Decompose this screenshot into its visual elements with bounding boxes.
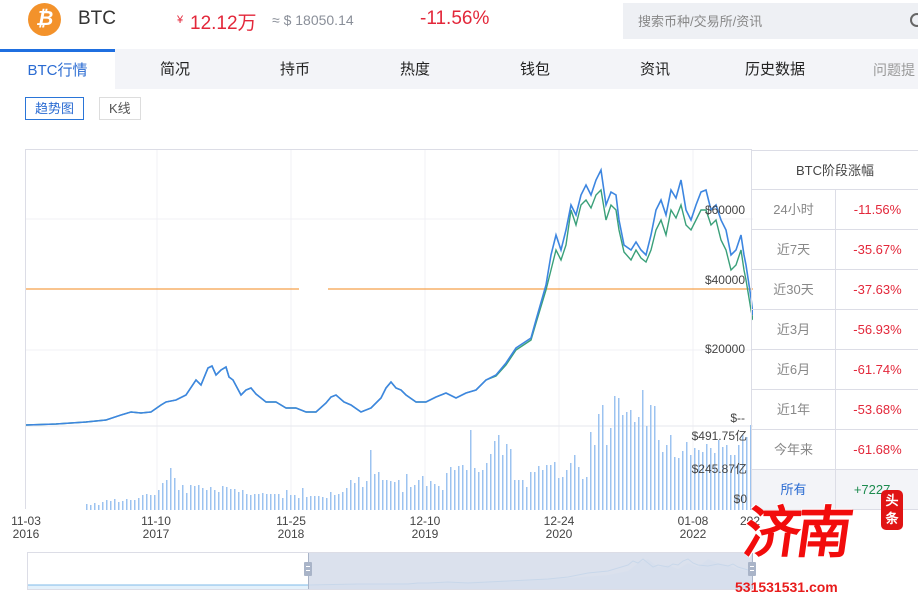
x-tick-2022: 01-08 2022	[677, 514, 709, 541]
subtab-trend[interactable]: 趋势图	[25, 97, 85, 120]
performance-row-30d: 近30天 -37.63%	[751, 270, 918, 310]
tab-wallet[interactable]: 钱包	[519, 61, 550, 78]
tab-news[interactable]: 资讯	[639, 61, 670, 78]
navigator-selected-range[interactable]	[308, 553, 753, 589]
y-tick-20000: $20000	[704, 342, 745, 356]
tab-popularity[interactable]: 热度	[399, 61, 430, 78]
performance-row-7d: 近7天 -35.67%	[751, 230, 918, 270]
search-box[interactable]	[623, 3, 918, 39]
coin-header: ₿ BTC ¥ 12.12万 ≈ $ 18050.14 -11.56%	[0, 0, 918, 45]
navigator-right-handle[interactable]	[748, 562, 756, 576]
price-cny: 12.12万	[190, 13, 257, 34]
price-usd: ≈ $ 18050.14	[272, 12, 354, 28]
x-tick-last: 202	[739, 514, 761, 528]
navigator-left-handle[interactable]	[304, 562, 312, 576]
bitcoin-logo-icon: ₿	[28, 3, 61, 36]
x-tick-2020: 12-24 2020	[543, 514, 575, 541]
y-tick-zero: $--	[730, 411, 745, 425]
price-chart[interactable]: $60000 $40000 $20000 $-- $491.75亿 $245.8…	[25, 149, 753, 510]
cny-symbol: ¥	[177, 14, 184, 26]
performance-row-6m: 近6月 -61.74%	[751, 350, 918, 390]
performance-row-24h: 24小时 -11.56%	[751, 190, 918, 230]
change-24h: -11.56%	[420, 8, 490, 29]
y-tick-60000: $60000	[704, 203, 745, 217]
search-icon[interactable]	[910, 13, 918, 27]
x-tick-2018: 11-25 2018	[276, 514, 306, 541]
performance-row-1y: 近1年 -53.68%	[751, 390, 918, 430]
volume-bars	[86, 390, 752, 510]
volume-tick-mid: $245.87亿	[691, 462, 747, 476]
tab-history[interactable]: 历史数据	[744, 61, 805, 78]
main-tabs: BTC行情 简况 持币 热度 钱包 资讯 历史数据 问题提	[0, 49, 918, 89]
performance-row-ytd: 今年来 -61.68%	[751, 430, 918, 470]
x-tick-2017: 11-10 2017	[141, 514, 171, 541]
tab-holdings[interactable]: 持币	[279, 61, 310, 78]
performance-row-all[interactable]: 所有 +7227...	[751, 470, 918, 510]
x-tick-2019: 12-10 2019	[409, 514, 441, 541]
volume-tick-max: $491.75亿	[691, 429, 747, 443]
tab-feedback[interactable]: 问题提	[873, 62, 915, 78]
range-navigator[interactable]	[27, 552, 756, 590]
performance-title: BTC阶段涨幅	[751, 150, 918, 190]
search-input[interactable]	[623, 3, 918, 39]
tab-overview[interactable]: 简况	[159, 61, 190, 78]
x-tick-2016: 11-03 2016	[11, 514, 41, 541]
price-chart-canvas	[26, 150, 753, 510]
performance-row-3m: 近3月 -56.93%	[751, 310, 918, 350]
coin-symbol: BTC	[78, 8, 116, 29]
volume-tick-zero: $0	[733, 492, 747, 506]
y-tick-40000: $40000	[704, 273, 745, 287]
subtab-kline[interactable]: K线	[99, 97, 141, 120]
tab-btc-market[interactable]: BTC行情	[0, 49, 115, 89]
